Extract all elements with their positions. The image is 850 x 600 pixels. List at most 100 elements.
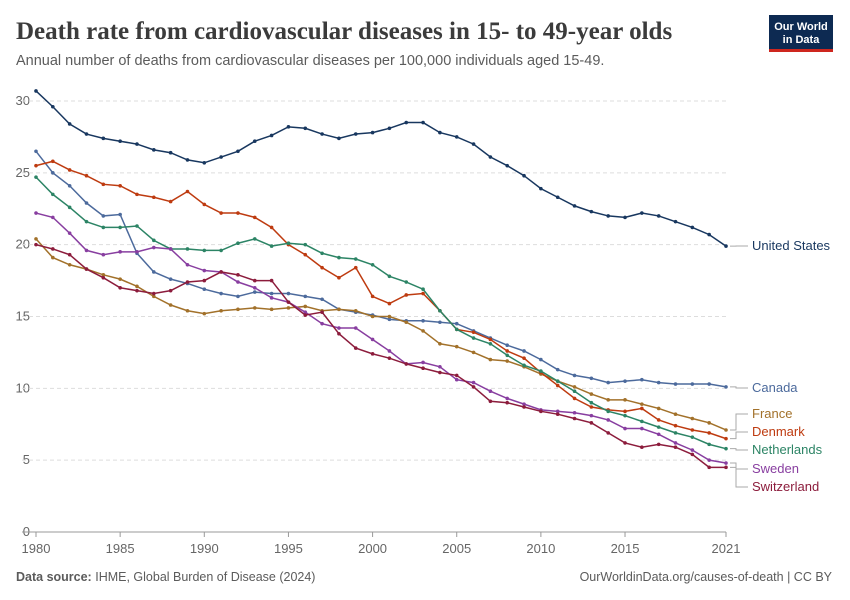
- x-tick-label: 1980: [22, 541, 51, 556]
- logo-bar: [769, 49, 833, 52]
- data-point: [454, 321, 459, 326]
- data-point: [320, 132, 324, 136]
- data-point: [421, 291, 425, 296]
- data-point: [67, 231, 72, 235]
- data-point: [623, 413, 627, 418]
- series-label: France: [752, 406, 792, 421]
- data-point: [505, 400, 510, 405]
- data-point: [252, 139, 257, 144]
- data-point: [454, 373, 459, 378]
- series-line: [35, 150, 727, 388]
- data-point: [337, 136, 341, 141]
- data-point: [640, 419, 644, 424]
- series-label: United States: [752, 238, 831, 253]
- data-point: [286, 241, 291, 246]
- data-point: [286, 306, 291, 310]
- data-point: [135, 224, 139, 228]
- data-point: [572, 373, 577, 378]
- data-point: [690, 448, 695, 452]
- data-point: [404, 280, 409, 284]
- data-point: [236, 280, 240, 284]
- data-point: [387, 317, 392, 322]
- data-point: [673, 445, 678, 450]
- data-point: [724, 436, 728, 441]
- data-point: [623, 409, 627, 414]
- data-point: [438, 341, 442, 346]
- data-point: [303, 242, 308, 247]
- data-point: [707, 442, 711, 447]
- data-point: [337, 307, 341, 312]
- x-tick-label: 2015: [611, 541, 640, 556]
- data-point: [589, 413, 594, 418]
- data-point: [522, 405, 526, 409]
- data-point: [370, 352, 375, 356]
- data-point: [724, 385, 728, 389]
- data-point: [269, 296, 274, 300]
- data-point: [724, 446, 728, 451]
- chart-subtitle: Annual number of deaths from cardiovascu…: [16, 53, 604, 69]
- data-point: [707, 465, 711, 470]
- data-point: [51, 215, 55, 220]
- data-point: [656, 406, 661, 411]
- data-point: [370, 314, 375, 319]
- data-point: [303, 252, 308, 257]
- data-point: [488, 337, 493, 342]
- series-line: [35, 238, 727, 431]
- data-point: [219, 291, 223, 296]
- data-point: [404, 120, 409, 125]
- data-point: [522, 363, 526, 368]
- data-point: [505, 359, 510, 363]
- data-point: [387, 349, 392, 353]
- data-point: [438, 364, 442, 369]
- data-point: [168, 199, 173, 204]
- data-point: [707, 458, 711, 462]
- data-point: [488, 399, 493, 404]
- data-point: [640, 445, 644, 450]
- data-point: [606, 409, 610, 414]
- data-point: [353, 265, 358, 270]
- data-point: [320, 310, 324, 314]
- data-point: [353, 132, 358, 136]
- data-point: [269, 307, 274, 312]
- data-point: [185, 158, 190, 162]
- data-point: [404, 362, 409, 366]
- data-point: [387, 314, 392, 319]
- data-point: [34, 163, 38, 168]
- data-point: [202, 268, 207, 273]
- data-point: [185, 189, 190, 194]
- data-point: [51, 159, 55, 164]
- data-point: [337, 255, 341, 260]
- data-point: [505, 349, 510, 353]
- x-tick-label: 1990: [190, 541, 219, 556]
- data-point: [387, 356, 392, 360]
- data-point: [152, 294, 156, 299]
- data-point: [656, 214, 661, 218]
- data-point: [152, 195, 156, 200]
- data-point: [454, 344, 459, 349]
- source-label: Data source:: [16, 570, 92, 584]
- data-point: [488, 357, 493, 362]
- data-point: [252, 306, 257, 310]
- data-point: [572, 389, 577, 394]
- data-point: [202, 287, 207, 292]
- data-point: [269, 225, 274, 230]
- data-point: [555, 409, 560, 414]
- data-point: [471, 380, 476, 385]
- data-point: [51, 171, 55, 175]
- label-leader: [730, 466, 748, 488]
- data-point: [690, 225, 695, 230]
- data-point: [84, 267, 89, 271]
- data-point: [202, 248, 207, 253]
- data-point: [623, 398, 627, 402]
- label-leader: [730, 462, 748, 470]
- data-point: [656, 425, 661, 429]
- x-tick-label: 2000: [358, 541, 387, 556]
- data-point: [252, 278, 257, 283]
- data-point: [84, 173, 89, 178]
- data-point: [690, 416, 695, 421]
- chart-title: Death rate from cardiovascular diseases …: [16, 18, 672, 45]
- data-point: [539, 409, 543, 414]
- data-point: [337, 326, 341, 330]
- data-point: [34, 211, 38, 215]
- data-point: [690, 452, 695, 457]
